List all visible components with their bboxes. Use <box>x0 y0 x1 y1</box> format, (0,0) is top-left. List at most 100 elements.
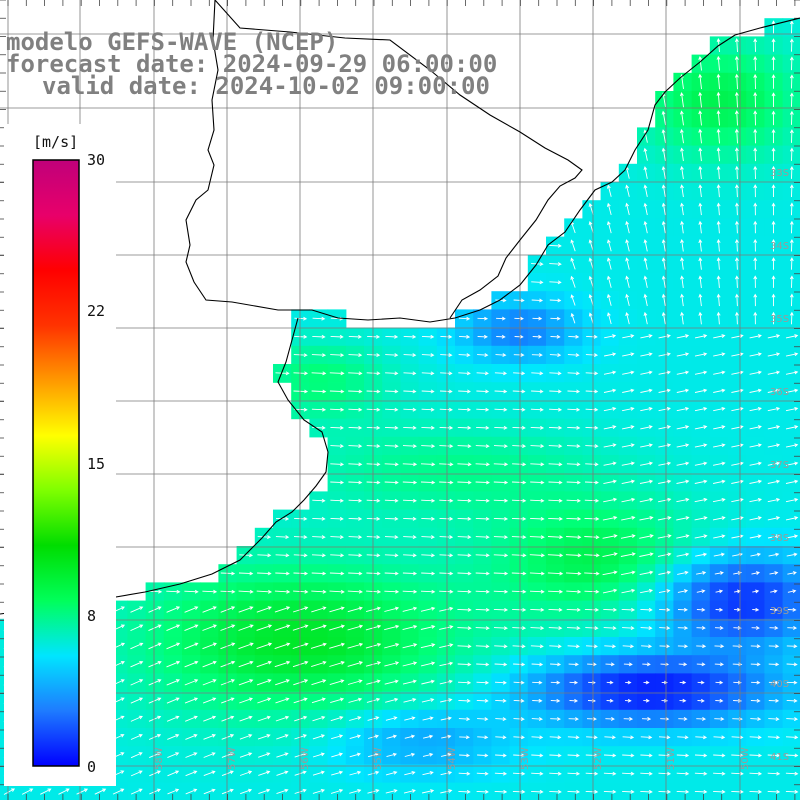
wind-arrow <box>402 462 418 467</box>
wind-arrow <box>347 679 363 685</box>
wind-arrow <box>694 516 708 521</box>
wind-arrow <box>625 239 630 252</box>
wind-arrow <box>402 498 417 503</box>
wind-arrow <box>680 165 684 180</box>
wind-arrow <box>458 334 471 339</box>
wind-arrow <box>148 715 162 722</box>
wind-arrow <box>513 717 525 722</box>
wind-arrow <box>749 443 762 448</box>
wind-arrow <box>713 771 726 776</box>
wind-arrow <box>566 608 581 612</box>
wind-arrow <box>716 110 721 126</box>
wind-arrow <box>513 371 526 376</box>
wind-arrow <box>786 717 799 722</box>
wind-arrow <box>312 316 326 321</box>
wind-arrow <box>330 480 345 485</box>
wind-arrow <box>457 571 472 576</box>
wind-arrow <box>349 788 362 794</box>
wind-arrow <box>475 480 490 485</box>
wind-arrow <box>771 20 776 34</box>
wind-arrow <box>622 334 635 339</box>
wind-arrow <box>494 680 507 685</box>
wind-arrow <box>767 388 781 393</box>
wind-arrow <box>716 202 721 216</box>
wind-arrow <box>658 370 671 375</box>
wind-arrow <box>604 735 616 740</box>
wind-arrow <box>384 624 400 631</box>
wind-arrow <box>421 553 436 558</box>
wind-arrow <box>312 734 325 740</box>
wind-arrow <box>713 406 726 412</box>
wind-arrow <box>661 275 666 288</box>
wind-arrow <box>311 589 327 594</box>
wind-arrow <box>749 406 762 412</box>
wind-arrow <box>457 462 472 467</box>
wind-arrow <box>677 570 689 575</box>
wind-arrow <box>643 147 648 161</box>
wind-arrow <box>680 275 684 288</box>
wind-arrow <box>220 679 235 686</box>
wind-arrow <box>731 406 744 412</box>
wind-arrow <box>771 110 776 126</box>
wind-arrow <box>771 202 776 216</box>
wind-arrow <box>585 644 598 649</box>
wind-arrow <box>676 388 690 393</box>
wind-arrow <box>640 771 653 776</box>
wind-arrow <box>734 275 739 288</box>
wind-arrow <box>439 498 454 503</box>
wind-arrow <box>749 789 763 794</box>
wind-arrow <box>439 571 454 576</box>
wind-arrow <box>566 517 582 521</box>
wind-arrow <box>531 353 543 357</box>
wind-arrow <box>749 334 762 339</box>
wind-arrow <box>625 184 630 197</box>
wind-arrow <box>716 147 721 162</box>
wind-arrow <box>548 517 563 521</box>
wind-arrow <box>753 220 758 234</box>
wind-arrow <box>767 789 781 794</box>
wind-arrow <box>404 734 416 739</box>
wind-arrow <box>548 480 563 485</box>
wind-arrow <box>640 334 653 339</box>
wind-arrow <box>622 370 635 375</box>
wind-arrow <box>530 480 545 485</box>
wind-arrow <box>166 624 181 632</box>
wind-arrow <box>420 462 436 467</box>
wind-arrow <box>698 202 703 216</box>
wind-arrow <box>661 184 666 197</box>
wind-arrow <box>384 643 400 649</box>
wind-arrow <box>789 275 794 288</box>
wind-arrow <box>404 716 416 721</box>
wind-arrow <box>512 462 527 467</box>
wind-arrow <box>698 220 703 234</box>
wind-arrow <box>603 479 617 485</box>
wind-arrow <box>785 443 799 448</box>
wind-arrow <box>202 697 217 704</box>
wind-arrow <box>330 788 344 794</box>
wind-arrow <box>753 128 758 144</box>
longitude-label: 55W <box>373 747 384 770</box>
wind-arrow <box>622 352 635 357</box>
wind-arrow <box>771 293 776 307</box>
wind-arrow <box>548 589 564 594</box>
wind-arrow <box>658 570 672 575</box>
wind-arrow <box>679 110 684 126</box>
wind-arrow <box>494 644 508 649</box>
wind-arrow <box>749 497 763 503</box>
wind-arrow <box>494 771 508 776</box>
wind-arrow <box>622 388 635 393</box>
wind-arrow <box>457 444 472 449</box>
wind-arrow <box>457 589 472 594</box>
wind-arrow <box>661 220 666 234</box>
colorbar-gradient <box>32 159 80 767</box>
wind-arrow <box>477 735 489 740</box>
wind-arrow <box>238 571 254 576</box>
wind-arrow <box>310 642 327 649</box>
wind-arrow <box>530 444 545 449</box>
wind-arrow <box>621 607 636 612</box>
wind-arrow <box>549 753 562 758</box>
wind-arrow <box>753 257 758 270</box>
wind-arrow <box>786 534 799 539</box>
wind-arrow <box>457 517 472 521</box>
wind-arrow <box>606 221 612 234</box>
